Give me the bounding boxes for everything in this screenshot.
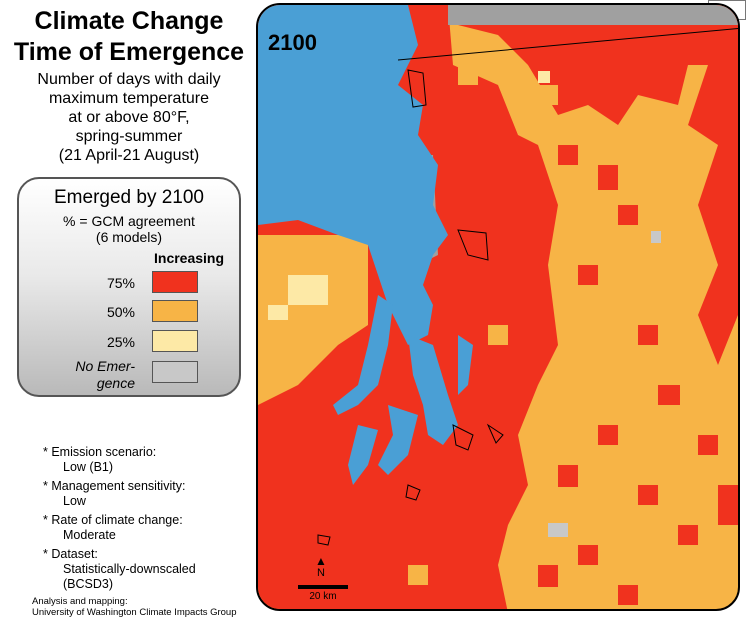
- title-line-2: Time of Emergence: [13, 38, 245, 66]
- credit-line-1: Analysis and mapping:: [32, 596, 128, 607]
- map-title: Climate Change Time of Emergence: [0, 6, 258, 68]
- note-value-line-2: (BCSD3): [63, 577, 114, 591]
- red-grid-cells: [538, 145, 738, 605]
- legend-item-50: 50%: [19, 300, 239, 326]
- legend-panel: Emerged by 2100 % = GCM agreement (6 mod…: [17, 177, 241, 397]
- legend-no-emergence-label: No Emer- gence: [55, 358, 135, 392]
- legend-item-75: 75%: [19, 271, 239, 297]
- credit-line-2: University of Washington Climate Impacts…: [32, 607, 237, 618]
- title-line-1: Climate Change: [34, 7, 224, 35]
- note-emission-scenario: * Emission scenario: Low (B1): [43, 445, 243, 475]
- credit-text: Analysis and mapping: University of Wash…: [32, 596, 237, 618]
- emergence-map: 2100 ▲ N 20 km: [256, 3, 740, 611]
- no-emergence-line-2: gence: [96, 375, 135, 391]
- note-value: Low: [63, 494, 86, 508]
- subtitle-line-5: (21 April-21 August): [58, 147, 200, 164]
- north-label: N: [316, 567, 325, 579]
- note-value: Moderate: [63, 528, 116, 542]
- scenario-notes: * Emission scenario: Low (B1) * Manageme…: [43, 445, 243, 596]
- note-dataset: * Dataset: Statistically-downscaled (BCS…: [43, 547, 243, 592]
- scale-bar: 20 km: [298, 585, 348, 602]
- map-subtitle: Number of days with daily maximum temper…: [0, 70, 258, 165]
- subtitle-line-1: Number of days with daily: [37, 71, 221, 88]
- legend-item-label: 50%: [106, 304, 135, 320]
- legend-subtitle-line-1: % = GCM agreement: [63, 213, 195, 229]
- map-year-label: 2100: [268, 30, 317, 55]
- legend-swatch-25: [152, 330, 198, 352]
- scale-bar-line: [298, 585, 348, 589]
- legend-item-label: 25%: [106, 334, 135, 350]
- legend-swatch-no-emergence: [152, 361, 198, 383]
- pale-cells: [268, 71, 550, 320]
- note-value-line-1: Statistically-downscaled: [63, 562, 196, 576]
- note-heading: * Emission scenario:: [43, 445, 157, 459]
- map-canvas: [258, 5, 738, 609]
- note-management-sensitivity: * Management sensitivity: Low: [43, 479, 243, 509]
- north-arrow: ▲ N: [315, 555, 327, 579]
- legend-subtitle: % = GCM agreement (6 models): [19, 213, 239, 245]
- note-heading: * Dataset:: [43, 547, 98, 561]
- legend-subtitle-line-2: (6 models): [95, 229, 163, 245]
- puget-sound-water: [258, 5, 473, 485]
- note-rate-of-change: * Rate of climate change: Moderate: [43, 513, 243, 543]
- scale-label: 20 km: [309, 591, 337, 602]
- legend-item-25: 25%: [19, 330, 239, 356]
- legend-item-no-emergence: No Emer- gence: [19, 358, 239, 391]
- north-arrow-icon: ▲: [315, 554, 327, 568]
- legend-swatch-75: [152, 271, 198, 293]
- legend-title: Emerged by 2100: [54, 187, 204, 208]
- subtitle-line-3: at or above 80°F,: [68, 109, 190, 126]
- legend-swatch-50: [152, 300, 198, 322]
- boundary-outlines: [317, 27, 738, 546]
- subtitle-line-2: maximum temperature: [48, 90, 210, 107]
- no-emergence-line-1: No Emer-: [75, 358, 135, 374]
- legend-item-label: 75%: [106, 275, 135, 291]
- subtitle-line-4: spring-summer: [75, 128, 183, 145]
- note-value: Low (B1): [63, 460, 114, 474]
- note-heading: * Rate of climate change:: [43, 513, 183, 527]
- note-heading: * Management sensitivity:: [43, 479, 186, 493]
- legend-direction-label: Increasing: [154, 250, 225, 266]
